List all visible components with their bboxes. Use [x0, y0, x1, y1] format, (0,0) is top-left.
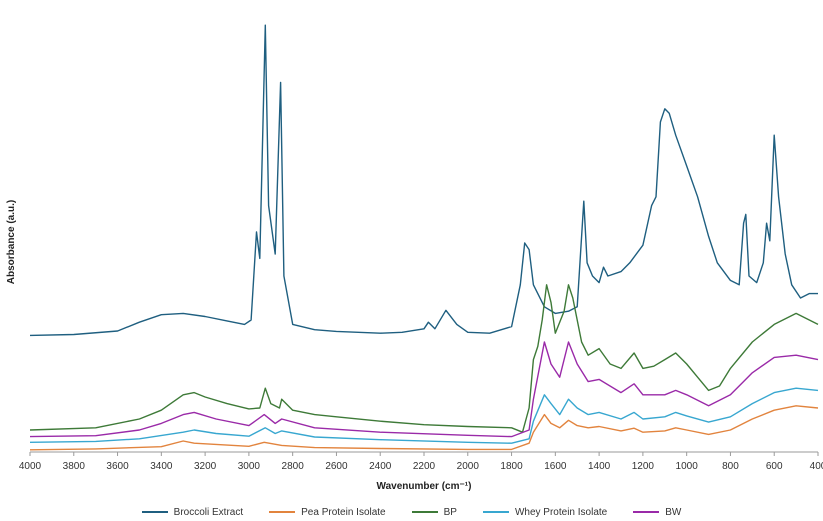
legend-swatch	[411, 511, 438, 513]
x-tick-label: 2400	[369, 461, 392, 472]
series-line-broccoli-extract	[29, 24, 818, 337]
legend-item: BP	[411, 506, 457, 518]
legend-label: BP	[443, 506, 457, 518]
spectrum-chart: 4000 3800 3600 3400 3200 3000 2800 2600 2400 2200…	[6, 24, 823, 492]
x-tick-label: 4000	[19, 461, 42, 472]
legend-item: Pea Protein Isolate	[269, 507, 386, 518]
series-line-whey-protein-isolate	[29, 387, 819, 444]
x-tick-label: 2000	[457, 461, 480, 472]
series-layer	[29, 24, 819, 451]
legend-swatch	[141, 511, 168, 513]
series-line-pea-protein-isolate	[29, 405, 819, 451]
x-tick-label: 1400	[588, 461, 611, 472]
x-tick-label: 800	[722, 461, 739, 472]
x-tick-label: 3800	[63, 461, 86, 472]
legend-label: BW	[665, 506, 682, 518]
legend-label: Broccoli Extract	[173, 506, 244, 518]
x-axis-title: Wavenumber (cm⁻¹)	[377, 481, 472, 492]
x-tick-layer: 4000 3800 3600 3400 3200 3000 2800 2600 2400 2200…	[19, 452, 823, 472]
series-line-bp	[29, 284, 819, 433]
x-tick-label: 2600	[325, 461, 348, 472]
y-axis-title: Absorbance (a.u.)	[6, 200, 17, 284]
x-tick-label: 2800	[282, 461, 305, 472]
x-tick-label: 600	[766, 461, 783, 472]
legend-item: BW	[633, 507, 681, 518]
x-tick-label: 3200	[194, 461, 217, 472]
legend-label: Pea Protein Isolate	[301, 506, 386, 518]
legend-item: Broccoli Extract	[141, 506, 244, 518]
x-tick-label: 3600	[106, 461, 129, 472]
x-tick-label: 1800	[500, 461, 523, 472]
series-line-bw	[29, 341, 819, 438]
legend-label: Whey Protein Isolate	[514, 506, 608, 518]
x-tick-label: 400	[810, 461, 823, 472]
chart-legend: Broccoli Extract Pea Protein Isolate BP Whe…	[0, 504, 823, 520]
legend-item: Whey Protein Isolate	[482, 506, 608, 518]
legend-swatch	[269, 511, 296, 513]
x-tick-label: 2200	[413, 461, 436, 472]
x-tick-label: 1600	[544, 461, 567, 472]
x-tick-label: 3400	[150, 461, 173, 472]
x-tick-label: 3000	[238, 461, 261, 472]
x-tick-label: 1000	[676, 461, 699, 472]
legend-swatch	[633, 511, 660, 513]
legend-swatch	[482, 511, 509, 513]
x-tick-label: 1200	[632, 461, 655, 472]
